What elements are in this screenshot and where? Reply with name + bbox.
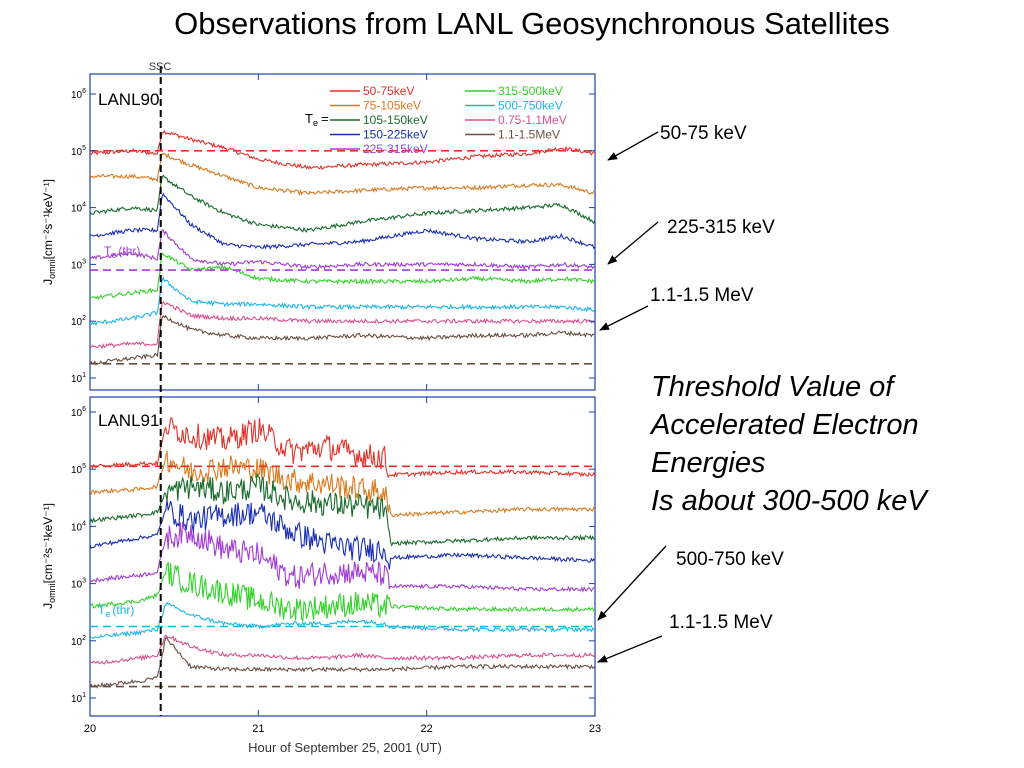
series-line-225-315keV xyxy=(90,229,595,271)
callout-arrow-50-75 xyxy=(607,131,659,161)
series-line-75-105keV xyxy=(90,152,595,197)
threshold-label-bottom: Te (thr) xyxy=(98,603,134,619)
series-line-225-315keV xyxy=(90,521,595,593)
y-tick-label: 105 xyxy=(71,463,86,476)
series-line-150-225keV xyxy=(90,499,595,570)
callout-arrow-1-1-top xyxy=(599,305,649,331)
callout-label-1-1-top: 1.1-1.5 MeV xyxy=(650,285,754,306)
x-axis-label: Hour of September 25, 2001 (UT) xyxy=(248,740,442,755)
top-panel-series xyxy=(90,129,595,366)
legend: Te = 50-75keV75-105keV105-150keV150-225ke… xyxy=(305,84,567,156)
legend-entry: 75-105keV xyxy=(363,99,421,113)
y-tick-label: 106 xyxy=(71,406,86,419)
panel-name-lanl91: LANL91 xyxy=(98,411,159,430)
series-line-500-750keV xyxy=(90,276,595,327)
legend-prefix: Te = xyxy=(305,111,329,128)
x-tick-label: 22 xyxy=(421,723,433,735)
series-line-1.1-1.5MeV xyxy=(90,637,595,689)
threshold-label-top: Te (thr) xyxy=(104,244,140,260)
axis-ticks: 106 105 104 103 102 101 106 105 104 103 102 101 20 21… xyxy=(71,74,601,735)
series-line-0.75-1.1MeV xyxy=(90,301,595,350)
y-tick-label: 104 xyxy=(71,520,86,533)
legend-entry: 500-750keV xyxy=(498,99,563,113)
y-tick-label: 102 xyxy=(71,635,86,648)
legend-entry: 50-75keV xyxy=(363,84,414,98)
series-line-315-500keV xyxy=(90,252,595,301)
legend-entry: 150-225keV xyxy=(363,128,428,142)
legend-entry: 105-150keV xyxy=(363,113,428,127)
callout-label-500-750: 500-750 keV xyxy=(676,549,784,570)
callout-label-225-315: 225-315 keV xyxy=(667,217,775,238)
y-tick-label: 102 xyxy=(71,315,86,328)
y-tick-label: 106 xyxy=(71,88,86,101)
note-line: Energies xyxy=(651,447,766,479)
threshold-note: Threshold Value of Accelerated Electron … xyxy=(651,368,927,520)
legend-entry: 1.1-1.5MeV xyxy=(498,128,560,142)
legend-entry: 315-500keV xyxy=(498,84,563,98)
y-tick-label: 105 xyxy=(71,145,86,158)
series-line-500-750keV xyxy=(90,601,595,639)
bottom-panel-series xyxy=(90,417,595,689)
x-tick-label: 21 xyxy=(252,723,264,735)
note-line: Threshold Value of xyxy=(651,371,894,403)
panel-name-lanl90: LANL90 xyxy=(98,90,159,109)
x-tick-label: 20 xyxy=(84,723,96,735)
note-line: Is about 300-500 keV xyxy=(651,485,927,517)
series-line-50-75keV xyxy=(90,417,595,479)
y-tick-label: 103 xyxy=(71,578,86,591)
series-line-0.75-1.1MeV xyxy=(90,634,595,665)
series-line-105-150keV xyxy=(90,174,595,233)
reference-lines xyxy=(90,150,595,688)
series-line-1.1-1.5MeV xyxy=(90,314,595,366)
ssc-label: SSC xyxy=(149,61,172,73)
callout-arrow-225-315 xyxy=(607,221,659,265)
y-tick-label: 101 xyxy=(71,692,86,705)
x-tick-label: 23 xyxy=(589,723,601,735)
series-line-105-150keV xyxy=(90,472,595,547)
series-line-75-105keV xyxy=(90,450,595,518)
y-tick-label: 104 xyxy=(71,202,86,215)
legend-entry: 0.75-1.1MeV xyxy=(498,113,567,127)
y-tick-label: 101 xyxy=(71,372,86,385)
y-tick-label: 103 xyxy=(71,258,86,271)
y-axis-label-top: Jomni[cm⁻²s⁻¹keV⁻¹] xyxy=(41,179,57,285)
callout-label-50-75: 50-75 keV xyxy=(660,123,747,144)
slide-title: Observations from LANL Geosynchronous Sa… xyxy=(174,6,890,41)
legend-entry: 225-315keV xyxy=(363,142,428,156)
series-line-315-500keV xyxy=(90,560,595,623)
y-axis-label-bottom: Jomni[cm⁻²s⁻¹keV⁻¹] xyxy=(41,503,57,609)
note-line: Accelerated Electron xyxy=(651,409,919,441)
callout-arrow-1-1-bottom xyxy=(597,635,663,663)
series-line-50-75keV xyxy=(90,129,595,170)
callout-label-1-1-bottom: 1.1-1.5 MeV xyxy=(669,612,773,633)
callout-arrows xyxy=(597,131,667,663)
series-line-150-225keV xyxy=(90,192,595,250)
callout-arrow-500-750 xyxy=(597,545,667,621)
